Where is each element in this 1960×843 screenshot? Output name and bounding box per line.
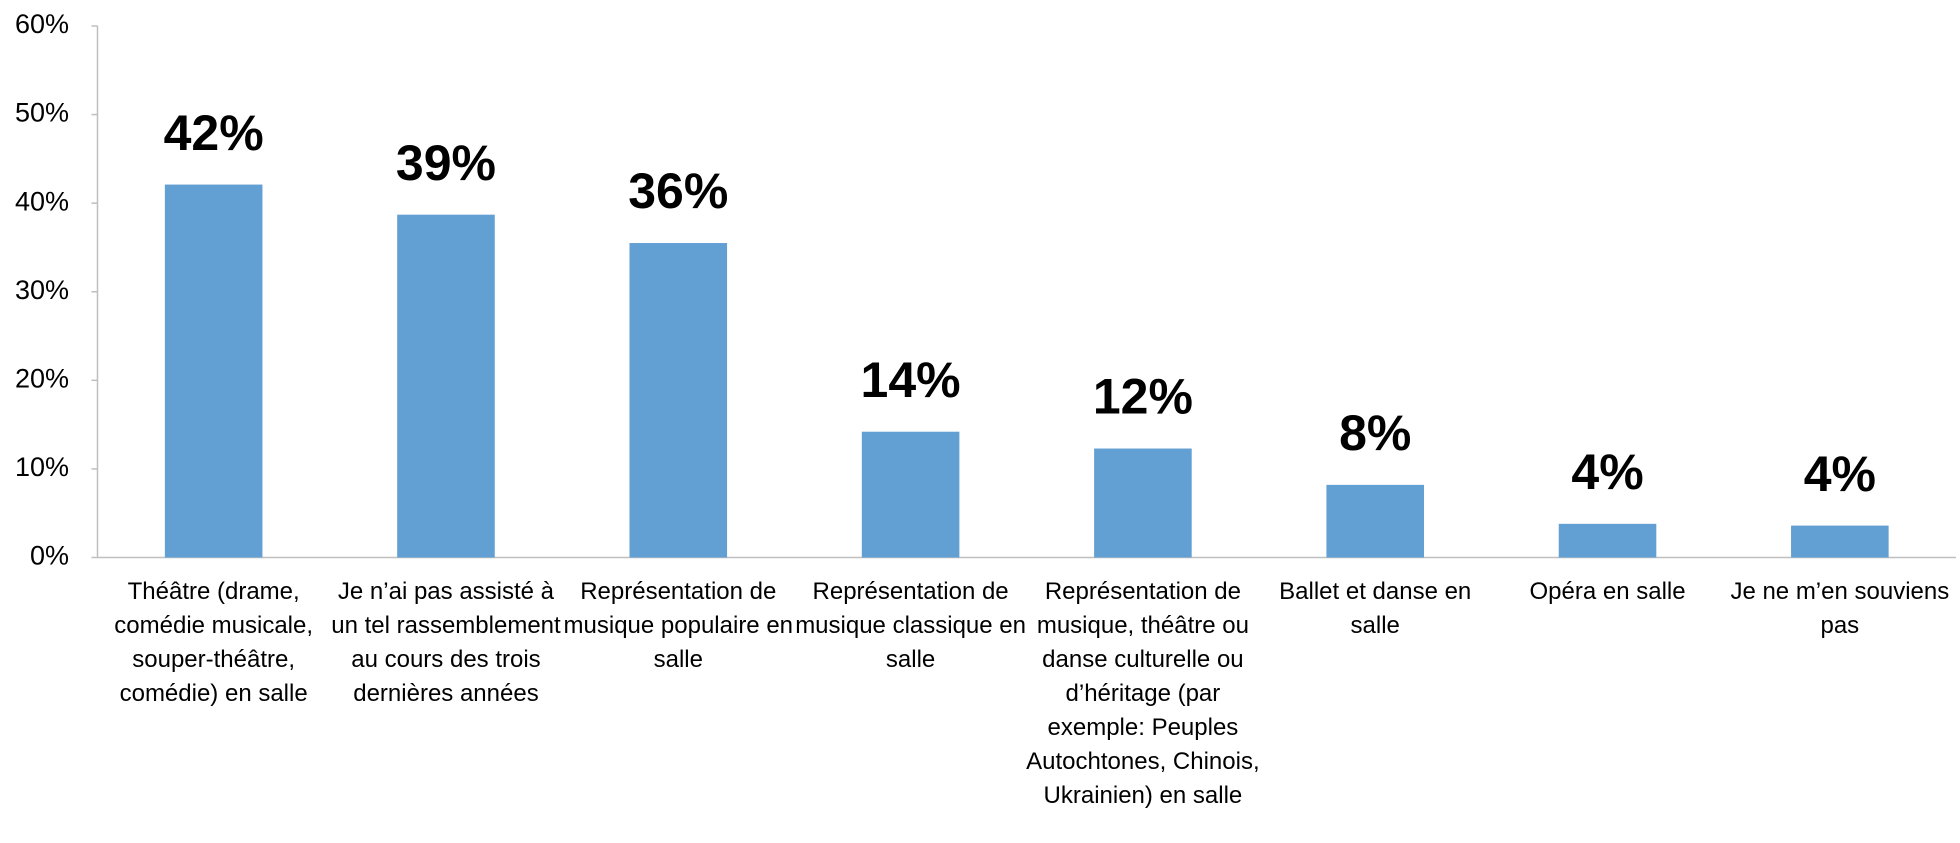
y-tick-label: 50% bbox=[15, 98, 69, 128]
x-tick-label: Je ne m’en souviens pas bbox=[1730, 577, 1950, 639]
x-tick-label-box: Je n’ai pas assisté à un tel rassembleme… bbox=[331, 577, 561, 707]
bar bbox=[1094, 448, 1192, 558]
x-tick-label-box: Représentation de musique, théâtre ou da… bbox=[1026, 577, 1260, 809]
y-tick-label: 40% bbox=[15, 186, 69, 216]
x-tick-label-box: Ballet et danse en salle bbox=[1279, 577, 1472, 639]
y-tick-label: 10% bbox=[15, 452, 69, 482]
y-tick-label: 30% bbox=[15, 275, 69, 305]
x-tick-label-box: Je ne m’en souviens pas bbox=[1730, 577, 1950, 639]
bar bbox=[629, 243, 728, 558]
x-tick-label: Je n’ai pas assisté à un tel rassembleme… bbox=[331, 577, 561, 707]
x-tick-label-box: Opéra en salle bbox=[1529, 577, 1686, 605]
x-tick-label: Ballet et danse en salle bbox=[1279, 577, 1472, 639]
x-tick-label: Représentation de musique, théâtre ou da… bbox=[1026, 577, 1260, 809]
bar bbox=[397, 214, 495, 558]
x-tick-label-box: Représentation de musique populaire en s… bbox=[563, 577, 794, 673]
bar bbox=[1791, 525, 1889, 558]
x-tick-label: Représentation de musique classique en s… bbox=[795, 577, 1026, 673]
x-tick-label: Représentation de musique populaire en s… bbox=[563, 577, 794, 673]
value-label: 39% bbox=[396, 135, 496, 191]
value-label: 12% bbox=[1093, 369, 1193, 425]
value-label: 42% bbox=[164, 105, 264, 161]
x-tick-label-box: Théâtre (drame, comédie musicale, souper… bbox=[114, 577, 314, 707]
value-label: 4% bbox=[1571, 444, 1643, 500]
value-label: 14% bbox=[861, 352, 961, 408]
y-tick-label: 20% bbox=[15, 363, 69, 393]
bar bbox=[164, 184, 263, 558]
bar bbox=[861, 431, 960, 558]
value-label: 4% bbox=[1804, 446, 1876, 502]
value-label: 8% bbox=[1339, 405, 1411, 461]
y-tick-label: 60% bbox=[15, 9, 69, 39]
x-tick-label: Théâtre (drame, comédie musicale, souper… bbox=[114, 577, 314, 707]
x-tick-label-box: Représentation de musique classique en s… bbox=[795, 577, 1026, 673]
bar bbox=[1326, 484, 1425, 558]
bar bbox=[1558, 523, 1657, 558]
x-tick-label: Opéra en salle bbox=[1529, 577, 1686, 605]
value-label: 36% bbox=[628, 163, 728, 219]
y-tick-label: 0% bbox=[30, 541, 69, 571]
